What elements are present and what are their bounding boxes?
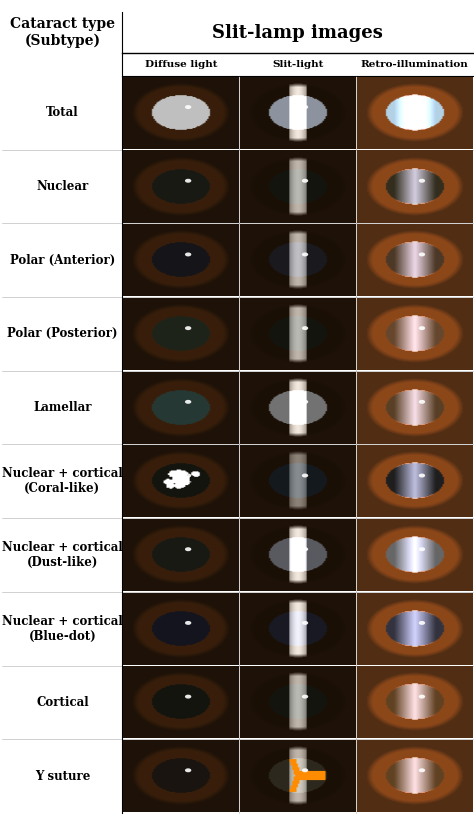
Ellipse shape <box>302 179 308 183</box>
Text: Nuclear: Nuclear <box>36 180 89 193</box>
Text: Total: Total <box>46 106 79 119</box>
Ellipse shape <box>419 252 425 257</box>
Ellipse shape <box>185 768 191 772</box>
Ellipse shape <box>185 474 191 477</box>
Text: Nuclear + cortical
(Blue-dot): Nuclear + cortical (Blue-dot) <box>2 614 123 643</box>
Ellipse shape <box>302 768 308 772</box>
Ellipse shape <box>419 400 425 404</box>
Text: Polar (Posterior): Polar (Posterior) <box>7 328 118 341</box>
Ellipse shape <box>185 621 191 625</box>
Ellipse shape <box>185 105 191 109</box>
Ellipse shape <box>185 694 191 699</box>
Ellipse shape <box>419 179 425 183</box>
Ellipse shape <box>185 326 191 330</box>
Ellipse shape <box>302 621 308 625</box>
Ellipse shape <box>302 326 308 330</box>
Text: Lamellar: Lamellar <box>33 401 91 414</box>
Text: Nuclear + cortical
(Dust-like): Nuclear + cortical (Dust-like) <box>2 541 123 569</box>
Ellipse shape <box>302 105 308 109</box>
Text: Nuclear + cortical
(Coral-like): Nuclear + cortical (Coral-like) <box>2 467 123 495</box>
Ellipse shape <box>302 474 308 477</box>
Ellipse shape <box>419 621 425 625</box>
Text: Polar (Anterior): Polar (Anterior) <box>10 254 115 266</box>
Text: Diffuse light: Diffuse light <box>145 60 217 69</box>
Ellipse shape <box>419 694 425 699</box>
Text: Slit-lamp images: Slit-lamp images <box>212 24 383 42</box>
Ellipse shape <box>419 474 425 477</box>
Ellipse shape <box>419 547 425 551</box>
Ellipse shape <box>185 400 191 404</box>
Ellipse shape <box>185 547 191 551</box>
Ellipse shape <box>185 252 191 257</box>
Ellipse shape <box>419 105 425 109</box>
Ellipse shape <box>185 179 191 183</box>
Ellipse shape <box>302 547 308 551</box>
Ellipse shape <box>302 400 308 404</box>
Ellipse shape <box>419 326 425 330</box>
Ellipse shape <box>302 694 308 699</box>
Text: Retro-illumination: Retro-illumination <box>361 60 468 69</box>
Text: Cataract type
(Subtype): Cataract type (Subtype) <box>10 17 115 48</box>
Ellipse shape <box>302 252 308 257</box>
Text: Cortical: Cortical <box>36 696 89 709</box>
Ellipse shape <box>419 768 425 772</box>
Text: Slit-light: Slit-light <box>272 60 323 69</box>
Text: Y suture: Y suture <box>35 770 90 783</box>
